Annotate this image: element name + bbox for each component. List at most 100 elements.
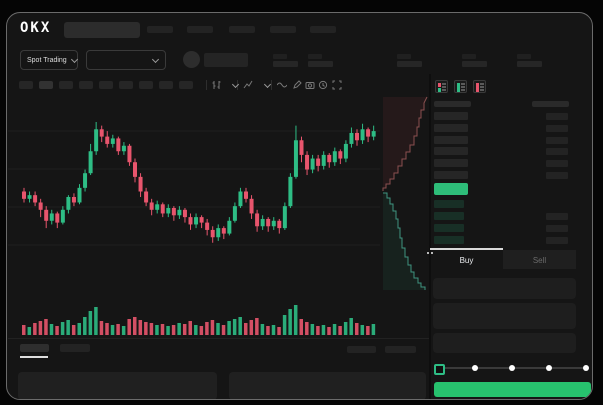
stat-value-placeholder	[462, 61, 487, 67]
ask-price-placeholder[interactable]	[434, 171, 468, 179]
row-line	[442, 86, 446, 88]
buy-tab[interactable]: Buy	[459, 256, 474, 265]
row-line	[461, 86, 465, 88]
amount-input[interactable]	[433, 303, 576, 329]
timeframe-button[interactable]	[59, 81, 73, 89]
bid-amount-placeholder[interactable]	[546, 213, 568, 220]
app-canvas: OKX Spot Trading	[6, 12, 593, 400]
orders-action-placeholder[interactable]	[347, 346, 376, 353]
nav-item-placeholder[interactable]	[147, 26, 173, 33]
ask-amount-placeholder[interactable]	[546, 148, 568, 156]
timeframe-button[interactable]	[19, 81, 33, 89]
row-line	[461, 83, 465, 85]
draw-icon[interactable]	[292, 80, 302, 90]
orderbook-asks-view-icon[interactable]	[473, 80, 486, 93]
ask-price-placeholder[interactable]	[434, 135, 468, 144]
search-input[interactable]	[64, 22, 140, 38]
row-line	[461, 89, 465, 91]
ask-price-placeholder[interactable]	[434, 123, 468, 132]
orderbook-header-amount	[532, 101, 569, 107]
orderbook-combined-view-icon[interactable]	[435, 80, 448, 93]
nav-item-placeholder[interactable]	[310, 26, 336, 33]
orders-action-placeholder[interactable]	[385, 346, 416, 353]
panel-divider	[429, 74, 431, 399]
stat-value-placeholder	[308, 61, 333, 67]
ask-amount-placeholder[interactable]	[546, 160, 568, 168]
bid-price-placeholder[interactable]	[434, 224, 464, 232]
slider-handle[interactable]	[434, 364, 445, 375]
indicators-icon[interactable]	[243, 80, 253, 90]
slider-step-dot[interactable]	[583, 365, 589, 371]
timeframe-button[interactable]	[159, 81, 173, 89]
candlestick-chart[interactable]	[6, 12, 593, 400]
orders-panel-placeholder	[229, 372, 426, 399]
row-line	[480, 83, 484, 85]
ask-amount-placeholder[interactable]	[546, 124, 568, 132]
buy-submit-button[interactable]	[434, 382, 591, 397]
nav-item-placeholder[interactable]	[229, 26, 255, 33]
timeframe-button[interactable]	[39, 81, 53, 89]
timeframe-button[interactable]	[79, 81, 93, 89]
buy-tab-indicator	[430, 248, 503, 250]
ask-price-placeholder[interactable]	[434, 159, 468, 168]
ask-swatch	[438, 83, 441, 87]
orderbook-bids-view-icon[interactable]	[454, 80, 467, 93]
timeframe-button[interactable]	[139, 81, 153, 89]
stat-label-placeholder	[462, 54, 476, 59]
nav-item-placeholder[interactable]	[187, 26, 213, 33]
orderbook-header-price	[434, 101, 471, 107]
toolbar-divider	[237, 80, 238, 90]
row-line	[442, 83, 446, 85]
stat-label-placeholder	[517, 54, 531, 59]
app-window: OKX Spot Trading	[6, 12, 593, 400]
row-line	[480, 86, 484, 88]
total-input[interactable]	[433, 333, 576, 353]
bid-price-placeholder[interactable]	[434, 212, 464, 220]
bid-swatch	[438, 88, 441, 92]
orders-tab-active[interactable]	[20, 344, 49, 352]
slider-step-dot[interactable]	[546, 365, 552, 371]
stat-label-placeholder	[397, 54, 411, 59]
ask-price-placeholder[interactable]	[434, 147, 468, 156]
stat-value-placeholder	[273, 61, 298, 67]
bid-amount-placeholder[interactable]	[546, 225, 568, 232]
row-line	[480, 89, 484, 91]
line-type-icon[interactable]	[277, 81, 287, 89]
sell-tab-bg	[503, 250, 576, 269]
timeframe-button[interactable]	[179, 81, 193, 89]
fullscreen-icon[interactable]	[332, 80, 342, 90]
nav-item-placeholder[interactable]	[270, 26, 296, 33]
candle-style-icon[interactable]	[212, 80, 222, 90]
stat-value-placeholder	[517, 61, 542, 67]
side-swatch	[457, 83, 460, 92]
ask-price-placeholder[interactable]	[434, 112, 468, 120]
pair-name-placeholder	[204, 53, 248, 67]
slider-step-dot[interactable]	[509, 365, 515, 371]
okx-logo[interactable]: OKX	[20, 20, 52, 36]
section-divider	[8, 338, 429, 339]
orderbook-last-price-highlight[interactable]	[434, 183, 468, 195]
ask-amount-placeholder[interactable]	[546, 172, 568, 179]
orders-tab[interactable]	[60, 344, 90, 352]
bid-amount-placeholder[interactable]	[546, 237, 568, 244]
sell-tab[interactable]: Sell	[532, 256, 547, 265]
price-input[interactable]	[433, 278, 576, 299]
stat-label-placeholder	[273, 54, 287, 59]
pair-dropdown[interactable]	[86, 50, 166, 70]
timeframe-button[interactable]	[119, 81, 133, 89]
camera-icon[interactable]	[305, 80, 315, 90]
timeframe-button[interactable]	[99, 81, 113, 89]
history-icon[interactable]	[318, 80, 328, 90]
ask-amount-placeholder[interactable]	[546, 136, 568, 144]
active-tab-underline	[20, 356, 48, 358]
toolbar-divider	[271, 80, 272, 90]
market-mode-dropdown[interactable]: Spot Trading	[20, 50, 78, 70]
bid-price-placeholder[interactable]	[434, 236, 464, 244]
slider-step-dot[interactable]	[472, 365, 478, 371]
side-swatch	[476, 83, 479, 92]
ask-amount-placeholder[interactable]	[546, 113, 568, 120]
toolbar-divider	[206, 80, 207, 90]
orders-panel-placeholder	[18, 372, 217, 399]
bid-price-placeholder[interactable]	[434, 200, 464, 208]
